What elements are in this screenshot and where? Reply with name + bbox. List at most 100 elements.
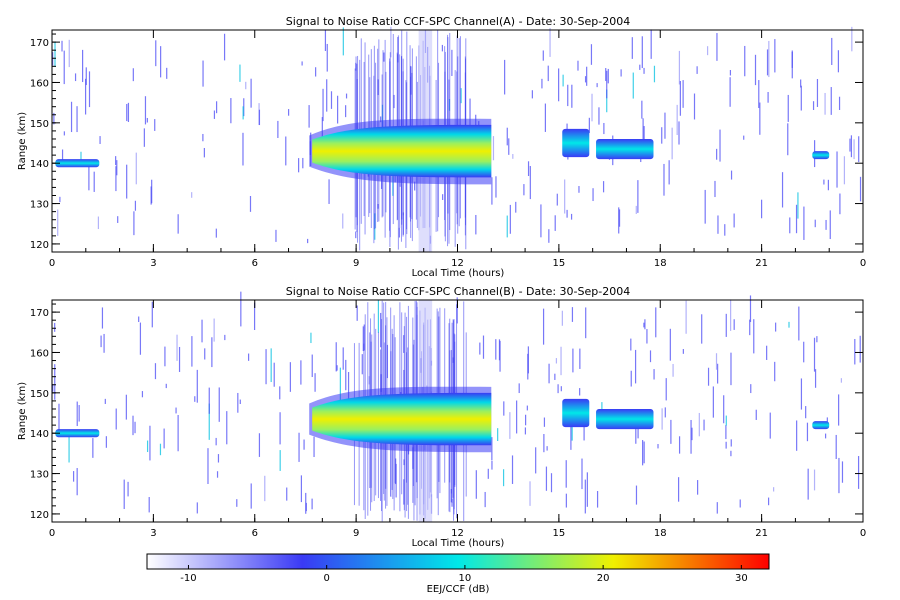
noise-streak — [586, 66, 588, 86]
noise-streak — [117, 216, 119, 223]
noise-streak — [126, 164, 128, 199]
noise-streak — [826, 417, 828, 422]
noise-streak — [482, 335, 485, 359]
noise-streak — [88, 71, 91, 108]
noise-streak — [637, 427, 639, 439]
noise-streak — [529, 166, 531, 200]
noise-streak — [240, 291, 242, 327]
x-tick-label: 12 — [451, 258, 464, 269]
noise-streak — [115, 408, 117, 430]
noise-streak — [322, 88, 324, 122]
noise-streak — [653, 369, 655, 380]
noise-streak — [800, 85, 802, 111]
noise-streak — [492, 136, 495, 161]
noise-streak — [105, 436, 107, 448]
noise-streak — [250, 78, 252, 108]
noise-streak — [393, 94, 395, 109]
noise-streak — [143, 128, 145, 147]
noise-streak — [540, 204, 542, 238]
noise-streak — [643, 67, 645, 74]
noise-streak — [635, 420, 637, 444]
noise-streak — [800, 378, 803, 410]
noise-streak — [126, 103, 128, 122]
noise-streak — [495, 339, 497, 360]
noise-streak — [586, 472, 588, 507]
noise-streak — [497, 428, 499, 442]
noise-streak — [307, 238, 309, 244]
noise-streak — [135, 152, 137, 185]
noise-streak — [602, 181, 605, 193]
noise-streak — [88, 164, 90, 191]
noise-streak — [715, 353, 718, 370]
noise-streak — [302, 157, 304, 169]
noise-streak — [279, 412, 281, 445]
noise-streak — [767, 497, 770, 506]
noise-streak — [508, 138, 510, 155]
noise-streak — [403, 335, 405, 353]
noise-streak — [657, 444, 659, 449]
noise-streak — [442, 194, 444, 200]
noise-streak — [682, 80, 684, 108]
noise-streak — [554, 215, 556, 231]
noise-streak — [160, 46, 162, 78]
noise-streak — [456, 297, 458, 324]
noise-streak — [800, 79, 802, 88]
noise-streak — [512, 154, 514, 159]
noise-streak — [53, 112, 55, 125]
noise-streak — [618, 207, 620, 234]
noise-streak — [504, 59, 506, 95]
noise-streak — [549, 27, 551, 57]
noise-streak — [208, 387, 210, 414]
noise-streak — [52, 384, 54, 392]
x-tick-label: 0 — [49, 528, 55, 539]
y-tick-label: 130 — [30, 200, 49, 211]
noise-streak — [547, 65, 549, 82]
noise-streak — [531, 90, 533, 99]
noise-streak — [571, 84, 573, 108]
noise-streak — [213, 318, 215, 342]
noise-streak — [218, 387, 220, 422]
noise-streak — [287, 109, 290, 116]
noise-streak — [523, 184, 525, 196]
noise-streak — [816, 79, 819, 107]
noise-streak — [787, 123, 789, 156]
noise-streak — [484, 491, 486, 508]
noise-streak — [739, 499, 741, 508]
y-axis-label: Range (km) — [17, 382, 28, 440]
noise-streak — [177, 415, 179, 452]
noise-streak — [707, 367, 710, 386]
noise-streak — [191, 336, 193, 367]
noise-streak — [516, 400, 518, 434]
noise-streak — [596, 491, 599, 508]
x-tick-label: 15 — [553, 258, 566, 269]
noise-streak — [668, 160, 670, 185]
noise-streak — [697, 480, 699, 495]
noise-streak — [202, 60, 204, 87]
noise-streak — [115, 166, 117, 192]
noise-streak — [230, 98, 232, 124]
noise-streak — [703, 419, 705, 431]
noise-streak — [506, 127, 508, 146]
noise-streak — [479, 342, 481, 355]
noise-streak — [289, 362, 291, 392]
heatmap-marks — [52, 291, 861, 522]
noise-streak — [730, 450, 732, 457]
noise-streak — [525, 414, 527, 426]
noise-streak — [518, 383, 520, 394]
noise-streak — [211, 337, 213, 368]
noise-streak — [603, 122, 605, 135]
x-tick-label: 18 — [654, 528, 667, 539]
noise-streak — [806, 422, 809, 442]
noise-streak — [670, 419, 672, 444]
noise-streak — [178, 346, 181, 372]
noise-streak — [273, 362, 275, 387]
noise-streak — [753, 319, 755, 354]
noise-streak — [630, 370, 632, 387]
y-tick-label: 150 — [30, 389, 49, 400]
noise-streak — [285, 136, 287, 166]
echo-region — [596, 138, 654, 160]
x-tick-label: 3 — [150, 528, 156, 539]
noise-streak — [632, 72, 634, 99]
noise-streak — [672, 363, 674, 377]
noise-streak — [730, 352, 732, 386]
